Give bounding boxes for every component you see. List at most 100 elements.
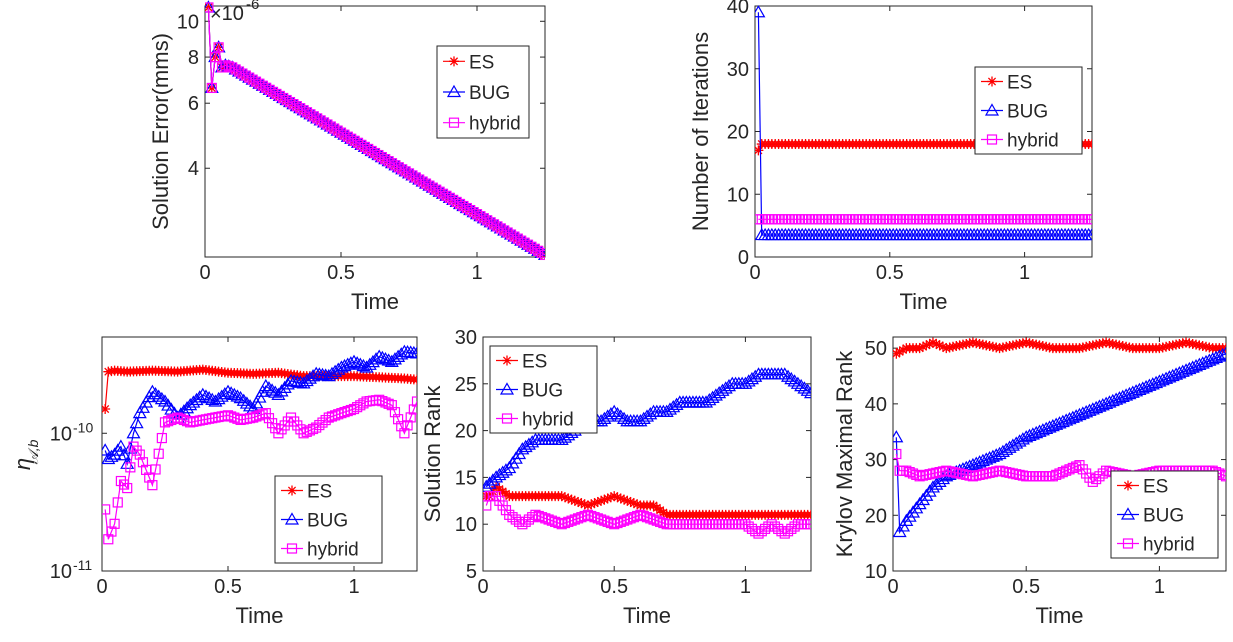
data-point: [1185, 360, 1200, 373]
data-point: [1034, 340, 1045, 351]
data-point: [934, 340, 945, 351]
data-point: [566, 515, 577, 526]
data-point: [230, 389, 245, 402]
data-point: [957, 339, 968, 350]
data-point: [324, 366, 339, 380]
y-tick-label: 50: [865, 338, 887, 360]
legend-marker: [286, 543, 298, 554]
data-point: [1009, 436, 1024, 449]
data-point: [997, 466, 1008, 477]
data-point: [1082, 403, 1097, 416]
data-point: [899, 513, 914, 526]
data-point: [982, 450, 997, 464]
data-point: [991, 466, 1002, 477]
data-point: [586, 499, 597, 510]
data-point: [589, 498, 600, 509]
data-point: [615, 493, 626, 504]
data-point: [525, 435, 540, 448]
data-point: [632, 499, 643, 510]
data-point: [655, 516, 666, 527]
y-axis-label: Solution Rank: [420, 385, 445, 523]
data-point: [893, 448, 902, 460]
y-tick-label: 4: [188, 158, 199, 180]
x-tick-label: 0: [749, 262, 760, 284]
data-point: [974, 338, 985, 349]
series-hybrid: [893, 448, 1226, 487]
data-point: [340, 357, 355, 370]
data-point: [1115, 389, 1130, 402]
data-point: [638, 510, 649, 522]
data-point: [1021, 337, 1032, 348]
data-point: [612, 492, 623, 503]
data-point: [944, 466, 955, 477]
x-tick-label: 1: [1154, 576, 1165, 598]
data-point: [651, 515, 662, 526]
data-point: [921, 340, 932, 351]
legend-label: hybrid: [469, 114, 521, 135]
data-point: [290, 374, 305, 388]
data-point: [1165, 368, 1180, 382]
data-point: [924, 338, 935, 349]
data-point: [103, 534, 114, 545]
y-tick-label: 8: [188, 47, 199, 69]
data-point: [274, 384, 289, 397]
data-point: [607, 404, 622, 417]
data-point: [573, 496, 584, 507]
legend: ES BUG hybrid: [1110, 470, 1219, 559]
data-point: [609, 519, 620, 530]
data-point: [1022, 428, 1037, 441]
data-point: [566, 494, 577, 505]
data-point: [287, 374, 302, 387]
data-point: [1167, 340, 1178, 351]
data-point: [750, 526, 761, 537]
data-point: [352, 402, 363, 413]
legend-label: BUG: [1143, 506, 1184, 527]
data-point: [576, 498, 587, 509]
y-tick-exponent: -10: [73, 419, 93, 435]
data-point: [1094, 338, 1105, 349]
data-point: [1064, 464, 1075, 475]
data-point: [803, 385, 811, 399]
y-tick-label: 40: [727, 0, 749, 18]
data-point: [110, 443, 125, 456]
data-point: [106, 526, 117, 537]
legend-label: ES: [522, 352, 547, 373]
data-point: [1057, 467, 1068, 478]
data-point: [220, 60, 231, 71]
data-point: [346, 354, 362, 367]
data-point: [233, 390, 248, 404]
data-point: [1201, 341, 1212, 352]
data-point: [625, 513, 636, 524]
data-point: [1179, 363, 1194, 376]
data-point: [1169, 367, 1184, 380]
data-point: [984, 467, 995, 478]
data-point: [1104, 338, 1115, 349]
data-point: [1077, 342, 1088, 353]
data-point: [372, 349, 387, 362]
data-point: [1197, 341, 1208, 352]
data-point: [156, 432, 167, 444]
data-point: [1001, 467, 1012, 478]
legend-item-hybrid: hybrid: [443, 114, 521, 135]
data-point: [967, 337, 978, 348]
data-point: [513, 516, 525, 527]
data-point: [556, 519, 567, 530]
data-point: [265, 383, 280, 396]
data-point: [1111, 339, 1122, 350]
legend-item-BUG: BUG: [1117, 506, 1184, 527]
data-point: [959, 460, 974, 474]
data-point: [658, 507, 669, 518]
data-point: [787, 374, 802, 387]
data-point: [947, 341, 958, 352]
data-point: [408, 404, 417, 415]
data-point: [1132, 382, 1147, 396]
data-point: [951, 467, 962, 478]
data-point: [599, 494, 610, 505]
data-point: [648, 514, 659, 525]
data-point: [781, 369, 796, 382]
y-tick-label: 0: [738, 247, 749, 269]
y-axis-label: Number of Iterations: [688, 32, 713, 231]
data-point: [1218, 346, 1226, 359]
x-tick-label: 1: [1019, 262, 1030, 284]
data-point: [914, 471, 925, 482]
